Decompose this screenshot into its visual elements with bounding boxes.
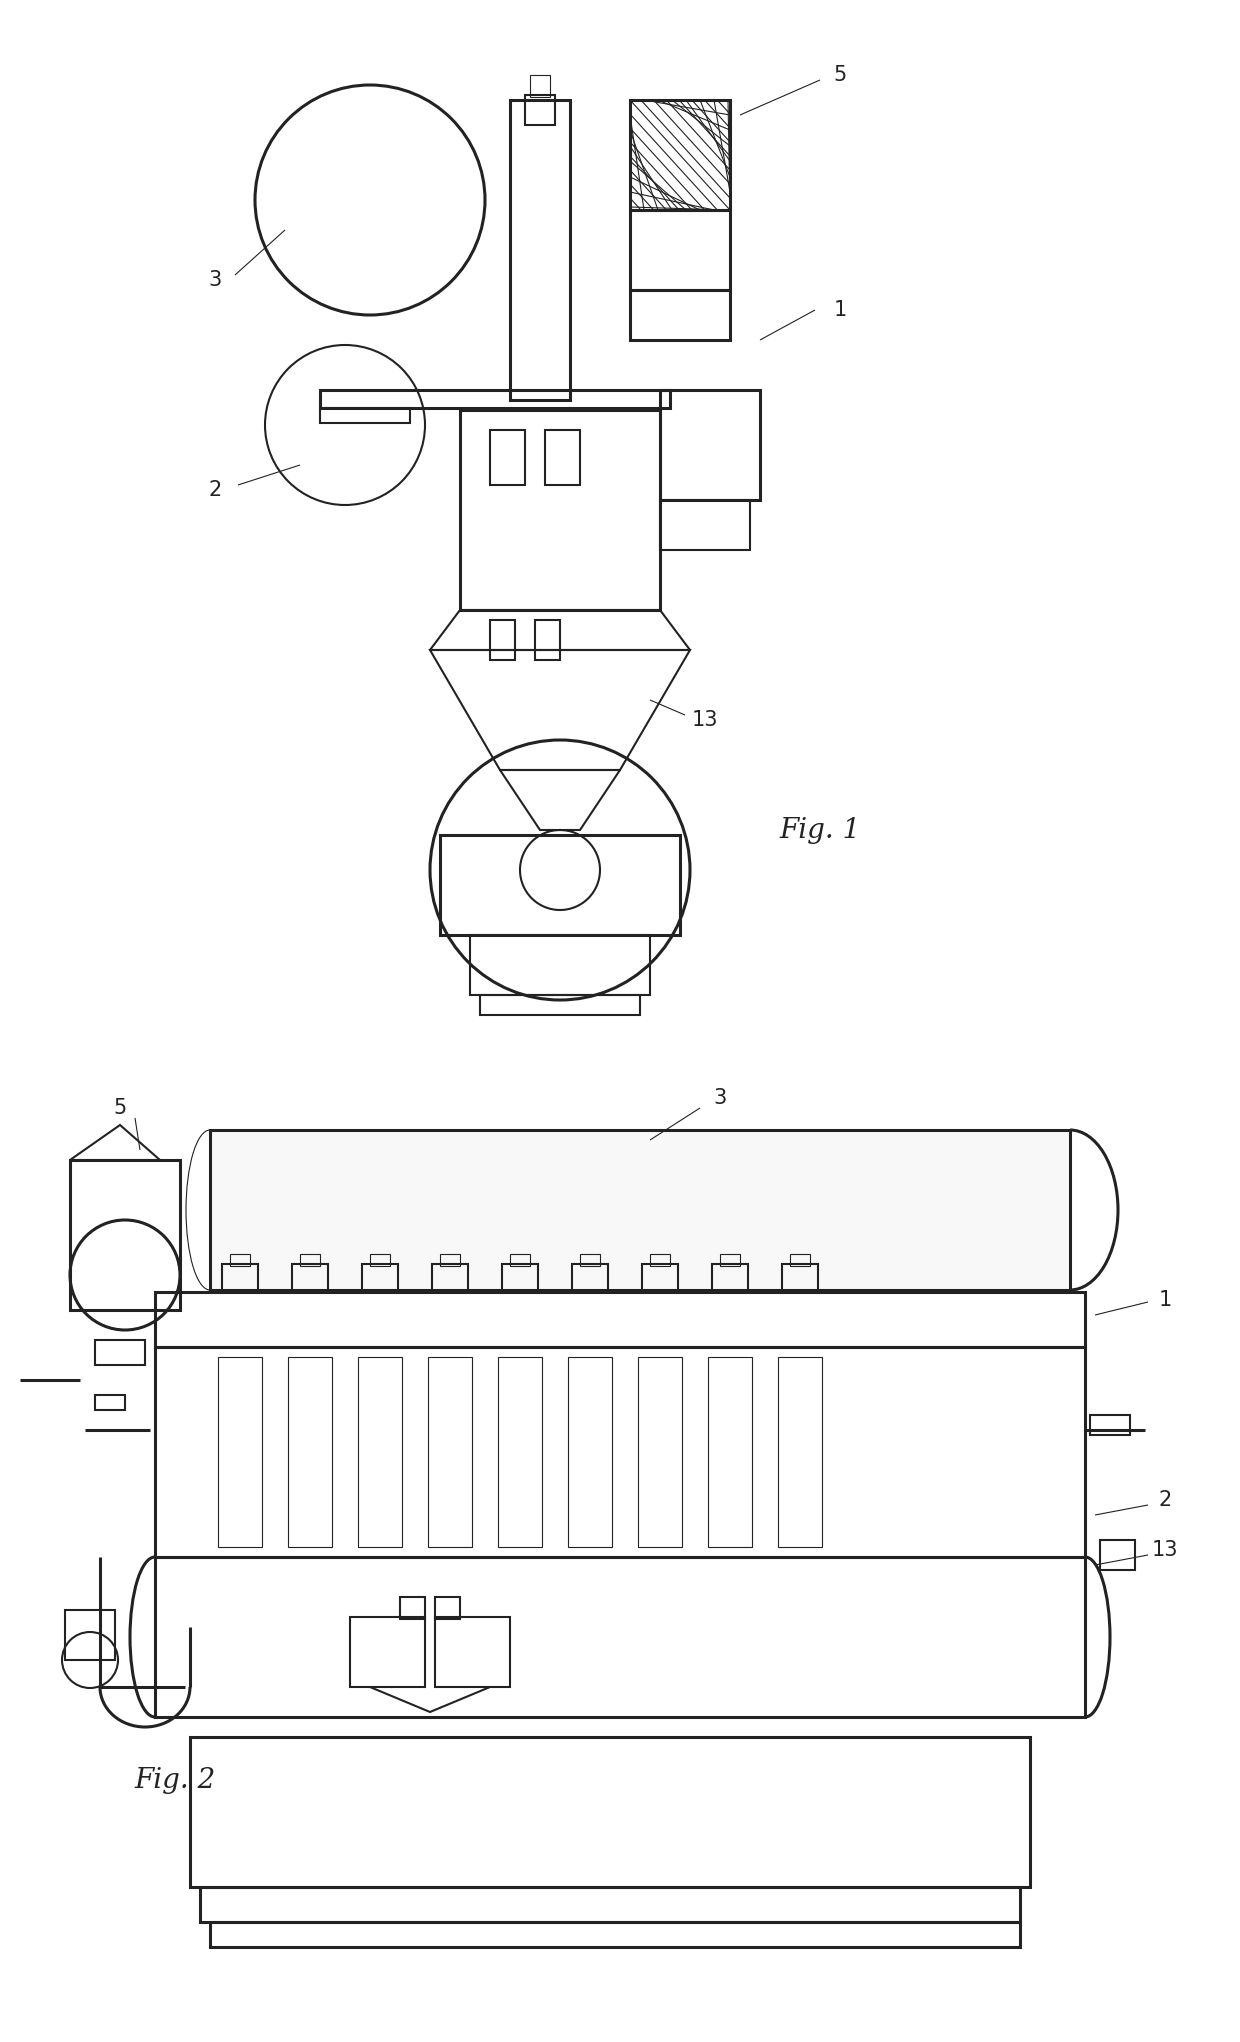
Bar — [460, 410, 660, 611]
Bar — [510, 1254, 529, 1266]
Bar — [650, 1254, 670, 1266]
Bar — [490, 431, 525, 486]
Bar — [155, 1556, 1085, 1717]
Bar — [498, 1358, 542, 1548]
Bar — [660, 390, 760, 500]
Bar — [529, 76, 551, 98]
Bar — [428, 1358, 472, 1548]
Bar — [155, 1293, 1085, 1348]
Bar — [222, 1264, 258, 1293]
Bar — [534, 621, 560, 660]
Bar — [440, 835, 680, 935]
Bar — [432, 1264, 467, 1293]
Bar — [660, 500, 750, 549]
Bar — [630, 290, 730, 341]
Bar — [1090, 1415, 1130, 1436]
Bar — [782, 1264, 818, 1293]
Text: 3: 3 — [713, 1088, 727, 1109]
Bar — [435, 1617, 510, 1687]
Bar — [440, 1254, 460, 1266]
Bar — [229, 1254, 250, 1266]
Bar — [210, 1922, 1021, 1946]
Bar — [218, 1358, 262, 1548]
Bar — [580, 1254, 600, 1266]
Text: Fig. 1: Fig. 1 — [780, 817, 861, 843]
Bar — [300, 1254, 320, 1266]
Text: 2: 2 — [1158, 1491, 1172, 1509]
Bar — [630, 210, 730, 290]
Bar — [362, 1264, 398, 1293]
Bar — [470, 935, 650, 994]
Text: 5: 5 — [113, 1099, 126, 1119]
Text: 2: 2 — [208, 480, 222, 500]
Bar — [190, 1738, 1030, 1887]
Bar — [777, 1358, 822, 1548]
Bar — [712, 1264, 748, 1293]
Bar — [790, 1254, 810, 1266]
Bar — [435, 1597, 460, 1619]
Bar — [358, 1358, 402, 1548]
Bar — [630, 100, 730, 210]
Text: Fig. 2: Fig. 2 — [134, 1766, 216, 1793]
Text: 1: 1 — [1158, 1291, 1172, 1311]
Bar — [200, 1887, 1021, 1922]
Bar — [502, 1264, 538, 1293]
Bar — [1100, 1540, 1135, 1570]
Bar — [708, 1358, 751, 1548]
Bar — [95, 1340, 145, 1364]
Text: 5: 5 — [833, 65, 847, 86]
Bar — [320, 408, 410, 423]
Bar — [401, 1597, 425, 1619]
Bar — [155, 1348, 1085, 1556]
Bar — [291, 1264, 329, 1293]
Bar — [568, 1358, 613, 1548]
Text: 13: 13 — [692, 711, 718, 729]
Bar — [370, 1254, 391, 1266]
Text: 13: 13 — [1152, 1540, 1178, 1560]
Text: 1: 1 — [833, 300, 847, 321]
Bar — [525, 96, 556, 125]
Bar — [480, 994, 640, 1015]
Bar — [720, 1254, 740, 1266]
Bar — [64, 1609, 115, 1660]
Bar — [546, 431, 580, 486]
Bar — [69, 1160, 180, 1311]
Bar — [210, 1129, 1070, 1291]
Bar — [572, 1264, 608, 1293]
Bar — [490, 621, 515, 660]
Bar — [350, 1617, 425, 1687]
Bar — [642, 1264, 678, 1293]
Bar — [510, 100, 570, 400]
Bar — [639, 1358, 682, 1548]
Bar — [288, 1358, 332, 1548]
Bar — [320, 390, 670, 408]
Bar — [95, 1395, 125, 1409]
Text: 3: 3 — [208, 270, 222, 290]
